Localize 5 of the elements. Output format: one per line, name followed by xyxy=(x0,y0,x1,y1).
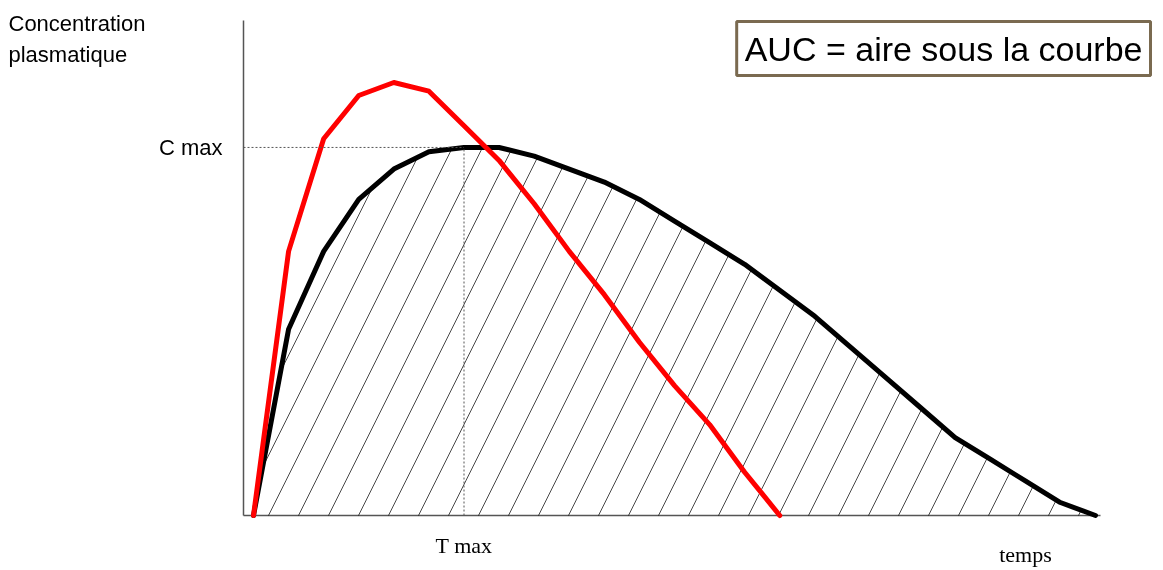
x-axis-title: temps xyxy=(999,541,1052,567)
ref-line-label: C max xyxy=(158,134,223,160)
annotation: T max xyxy=(435,532,493,558)
text: AUC = aire sous la courbe xyxy=(744,29,1143,68)
y-axis-title: Concentration plasmatique xyxy=(8,10,146,67)
